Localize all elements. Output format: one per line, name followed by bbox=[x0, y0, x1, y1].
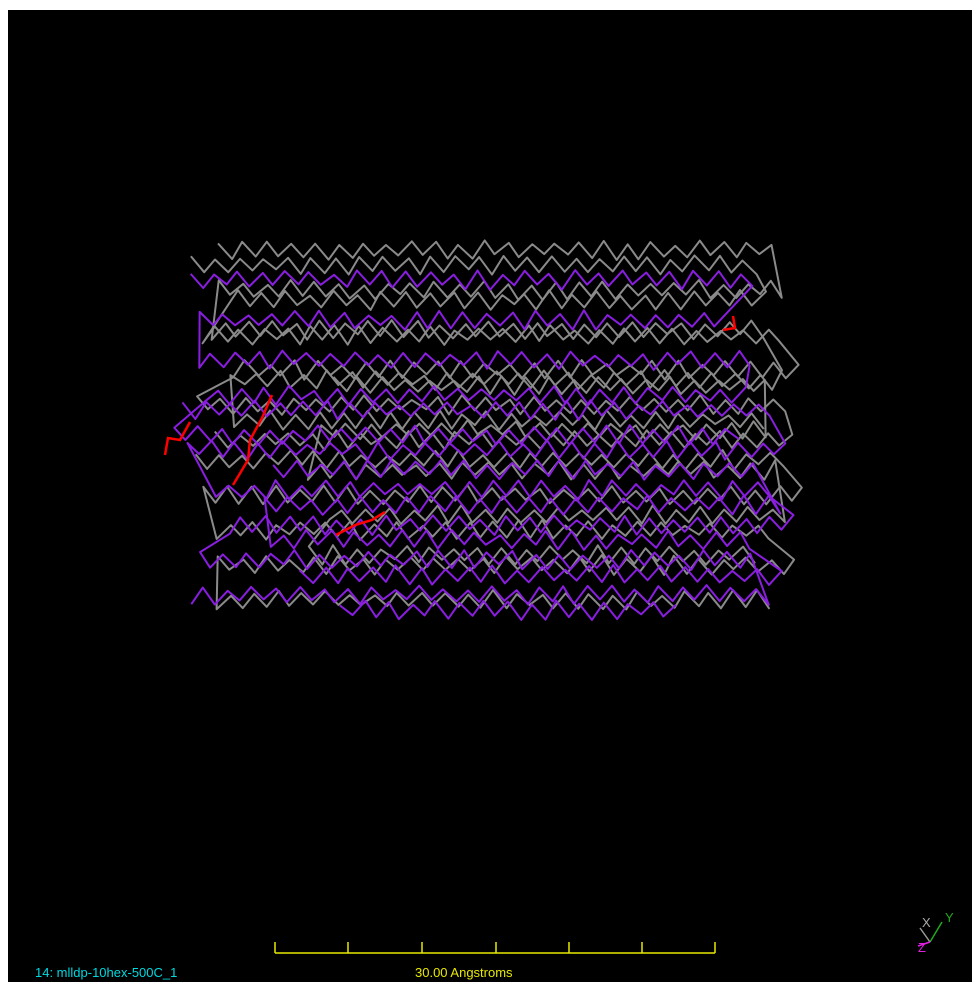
scale-label: 30.00 Angstroms bbox=[415, 965, 513, 980]
viewer: 30.00 Angstroms 14: mlldp-10hex-500C_1 Y… bbox=[0, 0, 972, 982]
page: 30.00 Angstroms 14: mlldp-10hex-500C_1 Y… bbox=[0, 0, 972, 982]
axis-z-label: Z bbox=[918, 940, 926, 955]
axis-y-label: Y bbox=[945, 910, 954, 925]
viewport bbox=[8, 10, 972, 982]
molecule-label: 14: mlldp-10hex-500C_1 bbox=[35, 965, 177, 980]
axis-x-label: X bbox=[922, 915, 931, 930]
